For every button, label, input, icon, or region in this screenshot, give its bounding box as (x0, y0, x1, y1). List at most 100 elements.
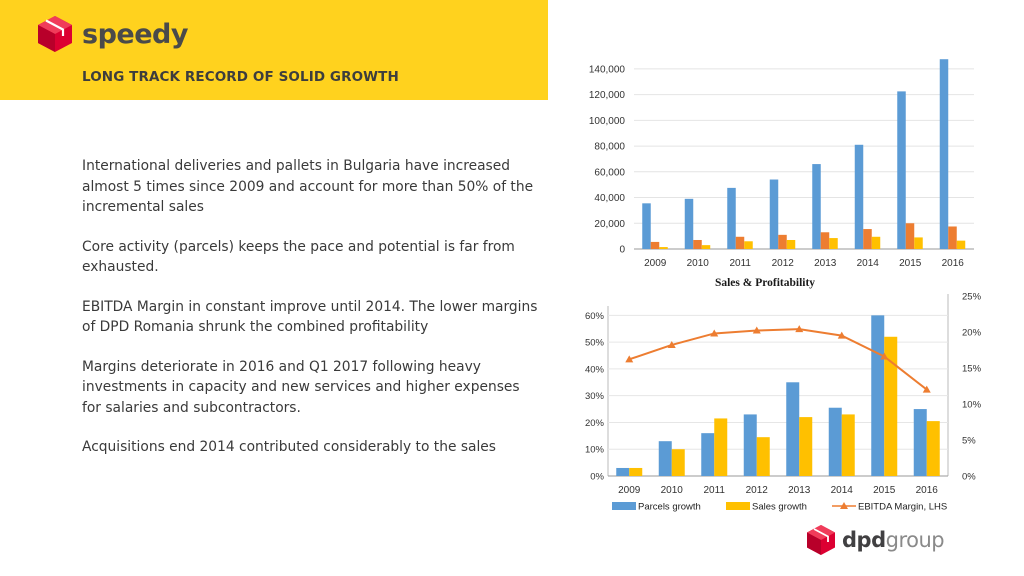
x-tick-label: 2012 (746, 485, 769, 496)
legend-swatch (612, 502, 636, 510)
y-tick-label: 60,000 (594, 167, 625, 178)
legend-swatch (726, 502, 750, 510)
bar (693, 239, 702, 249)
bar (616, 467, 630, 476)
speedy-box-icon (38, 16, 72, 52)
y-right-tick-label: 25% (962, 292, 982, 303)
x-tick-label: 2015 (899, 258, 922, 269)
ebitda-marker (710, 329, 719, 337)
bullet-text: Margins deteriorate in 2016 and Q1 2017 … (82, 358, 520, 416)
ebitda-marker (795, 325, 804, 333)
y-left-tick-label: 60% (585, 311, 605, 322)
legend-label: Parcels growth (638, 502, 701, 513)
x-tick-label: 2010 (661, 485, 684, 496)
bar (743, 414, 757, 476)
bar (658, 441, 672, 476)
y-left-tick-label: 30% (585, 391, 605, 402)
bar (926, 421, 940, 476)
y-tick-label: 0 (619, 245, 625, 256)
bar (684, 198, 694, 249)
x-tick-label: 2011 (729, 258, 751, 269)
bullet-text: International deliveries and pallets in … (82, 158, 534, 215)
dpd-cube-icon (807, 525, 835, 555)
y-tick-label: 120,000 (589, 90, 626, 101)
y-left-tick-label: 40% (585, 364, 605, 375)
bar (914, 237, 923, 249)
bar (863, 229, 872, 249)
legend-label: EBITDA Margin, LHS (858, 502, 947, 513)
page-title: LONG TRACK RECORD OF SOLID GROWTH (82, 69, 399, 85)
y-left-tick-label: 10% (585, 445, 605, 456)
bar (714, 418, 728, 476)
bar (671, 449, 685, 476)
y-tick-label: 80,000 (594, 142, 625, 153)
bar (829, 238, 838, 249)
sales-profitability-chart: 0% 10% 20% 30% 40% 50% 60% 0% 5% 10% 15% 20% 25% 2009… (585, 292, 982, 513)
bar (905, 223, 915, 249)
x-tick-label: 2011 (703, 485, 725, 496)
y-right-tick-label: 20% (962, 328, 982, 339)
legend-marker (840, 502, 848, 509)
bullet-text: Core activity (parcels) keeps the pace a… (82, 238, 515, 276)
y-tick-label: 20,000 (594, 219, 625, 230)
ebitda-marker (667, 340, 676, 348)
y-tick-label: 40,000 (594, 193, 625, 204)
bar (939, 59, 949, 249)
bar (629, 467, 643, 476)
bar (735, 236, 745, 249)
volume-bar-chart: 0 20,000 40,000 60,000 80,000 100,000 120,000 1… (589, 59, 974, 269)
y-left-tick-label: 50% (585, 338, 605, 349)
ebitda-marker (837, 331, 846, 339)
dpd-group-text: dpdgroup (842, 528, 945, 552)
dpd-text-part1: dpd (842, 528, 886, 552)
bullet-text: Acquisitions end 2014 contributed consid… (82, 439, 496, 455)
bar (841, 414, 855, 476)
x-tick-label: 2013 (788, 485, 811, 496)
bar (744, 241, 753, 249)
y-right-tick-label: 10% (962, 400, 982, 411)
dpd-text-part2: group (885, 528, 945, 552)
bar (701, 433, 715, 476)
bullet-text: EBITDA Margin in constant improve until … (82, 298, 538, 336)
x-tick-label: 2012 (772, 258, 795, 269)
speedy-logo-text: speedy (82, 18, 188, 50)
bar (871, 236, 881, 249)
bar (769, 179, 779, 249)
chart2-title: Sales & Profitability (714, 277, 816, 289)
ebitda-marker (752, 326, 761, 334)
bar (854, 144, 864, 249)
bullet-list: International deliveries and pallets in … (82, 156, 542, 477)
y-tick-label: 140,000 (589, 64, 626, 75)
bar (650, 241, 660, 249)
x-tick-label: 2009 (618, 485, 641, 496)
bar (871, 315, 885, 476)
x-tick-label: 2016 (916, 485, 939, 496)
bar (701, 245, 711, 249)
y-tick-label: 100,000 (589, 116, 626, 127)
y-right-tick-label: 0% (962, 472, 976, 483)
bar (948, 226, 957, 249)
ebitda-marker (922, 385, 931, 393)
x-tick-label: 2009 (644, 258, 667, 269)
x-tick-label: 2014 (857, 258, 880, 269)
bar (897, 91, 906, 249)
bar (799, 417, 813, 476)
header-banner: speedy LONG TRACK RECORD OF SOLID GROWTH (0, 0, 548, 100)
x-tick-label: 2013 (814, 258, 837, 269)
bar (727, 187, 736, 249)
y-right-tick-label: 15% (962, 364, 982, 375)
bar (756, 437, 770, 476)
x-tick-label: 2015 (873, 485, 896, 496)
y-left-tick-label: 0% (590, 472, 604, 483)
bar (820, 232, 830, 249)
bar (884, 336, 898, 476)
bar (778, 234, 787, 249)
speedy-logo: speedy (36, 14, 188, 54)
bar (659, 247, 668, 249)
bar (828, 407, 842, 476)
y-right-tick-label: 5% (962, 436, 976, 447)
bar (786, 382, 800, 476)
x-tick-label: 2010 (687, 258, 710, 269)
x-tick-label: 2014 (831, 485, 854, 496)
bar (812, 164, 821, 249)
